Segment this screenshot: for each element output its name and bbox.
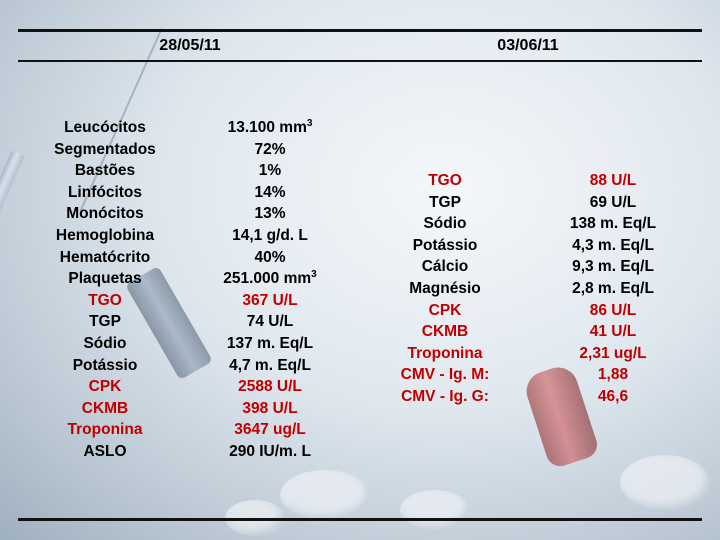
lab-values-column-first: 13.100 mm3 72% 1% 14% 13% 14,1 g/d. L 40% 251.0… bbox=[175, 117, 365, 463]
table-top-rule bbox=[18, 29, 702, 32]
lab-names-column-first: Leucócitos Segmentados Bastões Linfócitos Mo… bbox=[10, 117, 200, 463]
lab-test-value: 1% bbox=[258, 162, 282, 180]
lab-values-column-second: 88 U/L 69 U/L 138 m. Eq/L 4,3 m. Eq/L 9,3 m.… bbox=[518, 170, 708, 408]
lab-test-value: 88 U/L bbox=[589, 172, 637, 189]
lab-test-value: 1,88 bbox=[597, 366, 629, 384]
lab-test-value: 46,6 bbox=[597, 387, 629, 405]
lab-test-name: TGP bbox=[429, 193, 461, 211]
lab-test-value: 367 U/L bbox=[242, 291, 298, 309]
lab-test-name: Monócitos bbox=[66, 205, 144, 223]
lab-test-name: Potássio bbox=[72, 356, 138, 374]
lab-test-name: CKMB bbox=[421, 323, 469, 341]
lab-test-name: Hemoglobina bbox=[55, 226, 155, 244]
lab-test-name: Cálcio bbox=[421, 258, 469, 276]
lab-test-value: 398 U/L bbox=[242, 399, 298, 417]
lab-test-name: CMV - Ig. M: bbox=[400, 366, 490, 384]
lab-test-value: 13% bbox=[254, 205, 286, 223]
lab-test-value: 4,7 m. Eq/L bbox=[229, 356, 311, 374]
lab-test-name: Troponina bbox=[407, 344, 483, 362]
lab-test-name: Troponina bbox=[67, 421, 143, 439]
lab-test-value: 74 U/L bbox=[246, 313, 294, 331]
pill-decoration bbox=[400, 490, 470, 530]
lab-test-name: Bastões bbox=[74, 162, 136, 180]
lab-test-name: ASLO bbox=[83, 442, 127, 460]
lab-test-name: TGO bbox=[88, 291, 122, 309]
lab-test-name: Sódio bbox=[83, 334, 127, 352]
lab-test-value: 13.100 mm3 bbox=[227, 117, 313, 136]
lab-test-name: Linfócitos bbox=[67, 183, 143, 201]
lab-test-value: 3647 ug/L bbox=[234, 421, 306, 439]
lab-test-value: 9,3 m. Eq/L bbox=[572, 258, 654, 276]
lab-test-name: CKMB bbox=[81, 399, 129, 417]
lab-test-value: 138 m. Eq/L bbox=[569, 215, 657, 233]
lab-test-value: 137 m. Eq/L bbox=[226, 334, 314, 352]
lab-test-name: CPK bbox=[88, 378, 122, 396]
lab-test-value: 40% bbox=[254, 248, 286, 266]
date-header-first: 28/05/11 bbox=[159, 37, 221, 54]
unit-exponent: 3 bbox=[311, 269, 317, 280]
lab-test-value: 290 IU/m. L bbox=[229, 442, 311, 460]
unit-exponent: 3 bbox=[306, 117, 313, 129]
lab-test-value: 2,8 m. Eq/L bbox=[572, 279, 654, 297]
lab-test-name: Plaquetas bbox=[68, 270, 142, 288]
lab-test-name: Leucócitos bbox=[64, 119, 146, 136]
date-header-second: 03/06/11 bbox=[497, 37, 559, 54]
lab-test-value: 41 U/L bbox=[589, 323, 637, 341]
table-header-rule bbox=[18, 60, 702, 62]
lab-test-name: TGP bbox=[89, 313, 121, 331]
lab-test-value: 14% bbox=[254, 183, 286, 201]
lab-names-column-second: TGO TGP Sódio Potássio Cálcio Magnésio CPK CKMB… bbox=[350, 170, 540, 408]
lab-test-name: Hematócrito bbox=[59, 248, 151, 266]
lab-test-name: Potássio bbox=[412, 236, 478, 254]
lab-test-value: 86 U/L bbox=[589, 301, 637, 319]
lab-test-value: 14,1 g/d. L bbox=[232, 226, 308, 244]
lab-test-value: 251.000 mm3 bbox=[223, 269, 317, 288]
lab-test-value: 2,31 ug/L bbox=[579, 344, 647, 362]
lab-test-name: Segmentados bbox=[54, 140, 156, 158]
lab-test-name: CMV - Ig. G: bbox=[401, 387, 489, 405]
lab-test-value: 69 U/L bbox=[589, 193, 637, 211]
pill-decoration bbox=[620, 455, 710, 510]
lab-test-name: CPK bbox=[428, 301, 462, 319]
table-bottom-rule bbox=[18, 518, 702, 521]
lab-test-name: Sódio bbox=[423, 215, 467, 233]
lab-test-value: 72% bbox=[254, 140, 286, 158]
lab-test-value: 4,3 m. Eq/L bbox=[572, 236, 654, 254]
pill-decoration bbox=[280, 470, 370, 520]
lab-test-value: 2588 U/L bbox=[238, 378, 302, 396]
lab-test-name: Magnésio bbox=[409, 279, 481, 297]
lab-test-name: TGO bbox=[428, 172, 462, 189]
